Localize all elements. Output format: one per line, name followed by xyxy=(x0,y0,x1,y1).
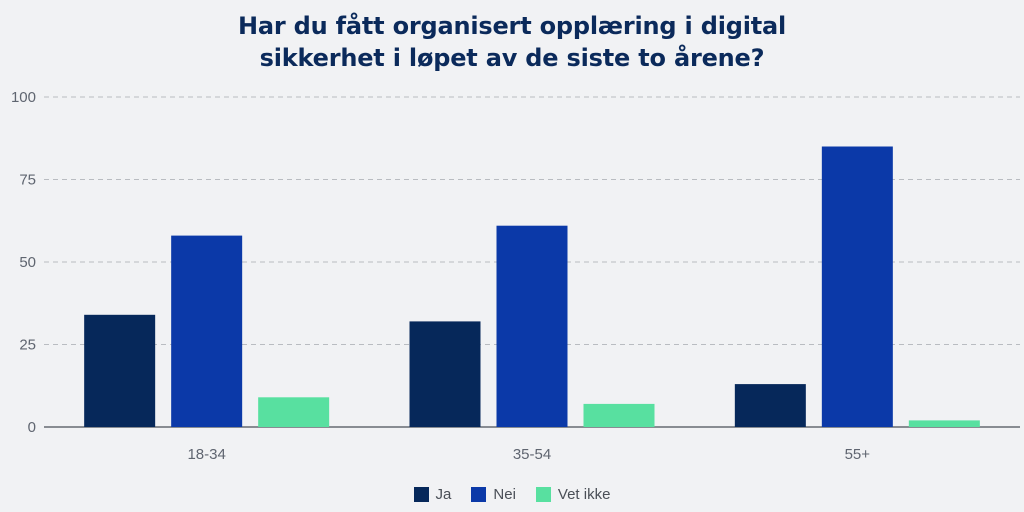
bar-nei-18-34 xyxy=(171,235,243,427)
x-tick-label-18-34: 18-34 xyxy=(187,446,225,463)
chart-title-line-1: Har du fått organisert opplæring i digit… xyxy=(237,12,787,40)
bar-vet-ikke-18-34 xyxy=(258,397,330,427)
legend-label-vet-ikke: Vet ikke xyxy=(557,486,611,503)
chart-title-line-2: sikkerhet i løpet av de siste to årene? xyxy=(259,44,765,72)
bar-ja-18-34 xyxy=(84,314,156,427)
legend-label-nei: Nei xyxy=(493,486,516,503)
y-tick-label-75: 75 xyxy=(19,172,36,189)
legend: Ja Nei Vet ikke xyxy=(0,486,1024,503)
legend-swatch-vet-ikke xyxy=(535,487,551,502)
bar-ja-35-54 xyxy=(409,321,481,427)
legend-swatch-ja xyxy=(413,487,429,502)
y-tick-label-0: 0 xyxy=(28,419,36,436)
bar-nei-55plus xyxy=(821,146,893,427)
y-tick-label-25: 25 xyxy=(19,337,36,354)
y-tick-label-100: 100 xyxy=(11,89,36,106)
legend-swatch-nei xyxy=(471,487,487,502)
chart-title: Har du fått organisert opplæring i digit… xyxy=(0,10,1024,74)
legend-item-nei: Nei xyxy=(471,486,516,503)
bar-vet-ikke-35-54 xyxy=(583,403,655,427)
legend-item-ja: Ja xyxy=(413,486,452,503)
x-tick-label-35-54: 35-54 xyxy=(513,446,551,463)
bar-ja-55plus xyxy=(734,384,806,427)
bar-nei-35-54 xyxy=(496,225,568,427)
y-tick-label-50: 50 xyxy=(19,254,36,271)
x-tick-label-55plus: 55+ xyxy=(845,446,871,463)
legend-label-ja: Ja xyxy=(435,486,452,503)
bar-chart: 0 25 50 75 100 18-34 35-54 55+ xyxy=(11,89,1020,463)
bar-vet-ikke-55plus xyxy=(908,420,980,427)
legend-item-vet-ikke: Vet ikke xyxy=(535,486,611,503)
